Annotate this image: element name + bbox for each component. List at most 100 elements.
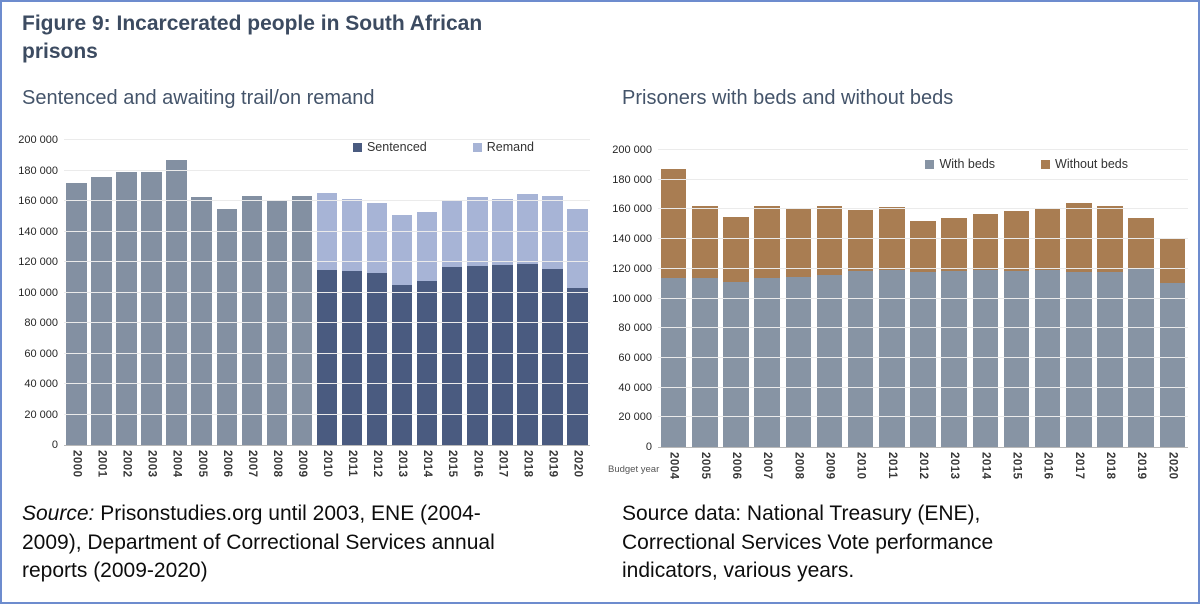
- bar-2018: [1097, 150, 1123, 447]
- bar-segment-2005-with-beds: [691, 277, 718, 447]
- x-label-slot: 2017: [1063, 452, 1094, 480]
- x-label-slot: 2010: [845, 452, 876, 480]
- x-axis-label-2017: 2017: [496, 450, 509, 478]
- bar-slot-2014: [415, 140, 440, 445]
- bar-slot-2003: [139, 140, 164, 445]
- x-axis-label-2013: 2013: [948, 452, 961, 480]
- bar-segment-2000-total-2000-2009: [66, 183, 87, 445]
- right-chart: 0 20 000 40 000 60 000 80 000 100 000 120 000 1…: [604, 144, 1188, 480]
- bar-slot-2007: [239, 140, 264, 445]
- right-chart-subtitle: Prisoners with beds and without beds: [622, 87, 954, 109]
- x-label-slot: 2007: [239, 450, 264, 478]
- x-axis-label-2015: 2015: [446, 450, 459, 478]
- bar-segment-2009-without-beds: [816, 205, 843, 276]
- bar-2007: [754, 150, 780, 447]
- bar-slot-2005: [189, 140, 214, 445]
- bar-segment-2017-without-beds: [1066, 203, 1092, 272]
- bar-segment-2014-with-beds: [972, 270, 999, 447]
- bar-segment-2017-remand: [492, 198, 513, 266]
- x-label-slot: 2000: [64, 450, 89, 478]
- bars-layer: [64, 140, 590, 445]
- x-axis-label-2020: 2020: [571, 450, 584, 478]
- bar-segment-2001-total-2000-2009: [91, 177, 112, 445]
- bar-segment-2005-without-beds: [691, 206, 718, 278]
- bar-slot-2006: [720, 150, 751, 447]
- x-label-slot: 2005: [189, 450, 214, 478]
- x-axis-label-2019: 2019: [1135, 452, 1148, 480]
- gridline: [64, 230, 590, 232]
- x-label-slot: 2019: [1126, 452, 1157, 480]
- y-tick-label: 60 000: [618, 351, 652, 364]
- bar-2011: [879, 150, 905, 447]
- y-tick-label: 0: [51, 439, 58, 451]
- x-label-slot: 2018: [515, 450, 540, 478]
- bar-segment-2018-remand: [517, 194, 538, 265]
- bar-2020: [567, 140, 588, 445]
- bar-segment-2009-with-beds: [816, 275, 843, 447]
- x-label-slot: 2015: [440, 450, 465, 478]
- bar-2009: [291, 140, 313, 445]
- y-tick-label: 180 000: [18, 164, 58, 177]
- x-label-slot: 2013: [390, 450, 415, 478]
- x-label-slot: 2014: [970, 452, 1001, 480]
- x-axis-label-2014: 2014: [979, 452, 992, 480]
- y-tick-label: 80 000: [24, 317, 58, 329]
- bar-segment-2008-with-beds: [785, 276, 812, 447]
- source-text: Prisonstudies.org until 2003, ENE (2004-…: [22, 502, 495, 583]
- right-x-axis: 2004 2005 2006 2007 2008 2009 2010 2011 2012 2013…: [658, 448, 1188, 480]
- x-label-slot: 2009: [814, 452, 845, 480]
- x-axis-label-2010: 2010: [854, 452, 867, 480]
- x-label-slot: 2009: [289, 450, 314, 478]
- bar-segment-2019-with-beds: [1128, 268, 1154, 447]
- gridline: [64, 200, 590, 201]
- bar-segment-2011-sentenced: [341, 271, 363, 445]
- x-axis-label-2020: 2020: [1166, 452, 1179, 480]
- right-plot-area: With beds Without beds: [658, 149, 1188, 448]
- bar-segment-2003-total-2000-2009: [141, 172, 162, 445]
- bars-layer: [658, 150, 1188, 447]
- bar-segment-2020-sentenced: [567, 287, 588, 445]
- bar-2003: [141, 140, 162, 445]
- bar-segment-2012-sentenced: [366, 273, 388, 445]
- gridline: [658, 416, 1188, 418]
- gridline: [658, 297, 1188, 299]
- bar-segment-2012-remand: [366, 202, 388, 274]
- y-tick-label: 120 000: [18, 256, 58, 268]
- x-label-slot: 2020: [1157, 452, 1188, 480]
- figure-title: Figure 9: Incarcerated people in South A…: [22, 12, 483, 63]
- y-tick-label: 120 000: [612, 262, 652, 275]
- bar-2017: [492, 140, 513, 445]
- bar-segment-2010-without-beds: [847, 210, 874, 272]
- legend-label-sentenced: Sentenced: [366, 140, 427, 154]
- gridline: [658, 327, 1188, 329]
- x-label-slot: 2014: [415, 450, 440, 478]
- bar-2005: [191, 140, 213, 445]
- gridline: [64, 139, 590, 140]
- bar-segment-2004-with-beds: [660, 278, 687, 447]
- bar-2000: [66, 140, 87, 445]
- bar-slot-2004: [658, 150, 689, 447]
- bar-2005: [691, 150, 718, 447]
- gridline: [64, 413, 590, 415]
- x-axis-label-2008: 2008: [792, 452, 805, 480]
- bar-slot-2018: [515, 140, 540, 445]
- gridline: [658, 178, 1188, 180]
- bar-slot-2018: [1094, 150, 1125, 447]
- bar-segment-2015-with-beds: [1003, 271, 1030, 447]
- bar-2007: [241, 140, 263, 445]
- bar-slot-2017: [490, 140, 515, 445]
- bar-2013: [391, 140, 413, 445]
- bar-segment-2018-sentenced: [517, 264, 538, 445]
- x-label-slot: 2003: [139, 450, 164, 478]
- left-plot-area: Sentenced Remand: [64, 139, 590, 446]
- bar-slot-2010: [845, 150, 876, 447]
- source-note-right: Source data: National Treasury (ENE), Co…: [622, 502, 994, 583]
- source-label: Source:: [22, 502, 95, 525]
- bar-2014: [416, 140, 438, 445]
- y-tick-label: 140 000: [18, 225, 58, 238]
- bar-segment-2015-without-beds: [1003, 210, 1030, 272]
- x-label-slot: 2004: [164, 450, 189, 478]
- x-label-slot: 2016: [465, 450, 490, 478]
- bar-slot-2009: [289, 140, 314, 445]
- bar-segment-2007-with-beds: [754, 277, 780, 447]
